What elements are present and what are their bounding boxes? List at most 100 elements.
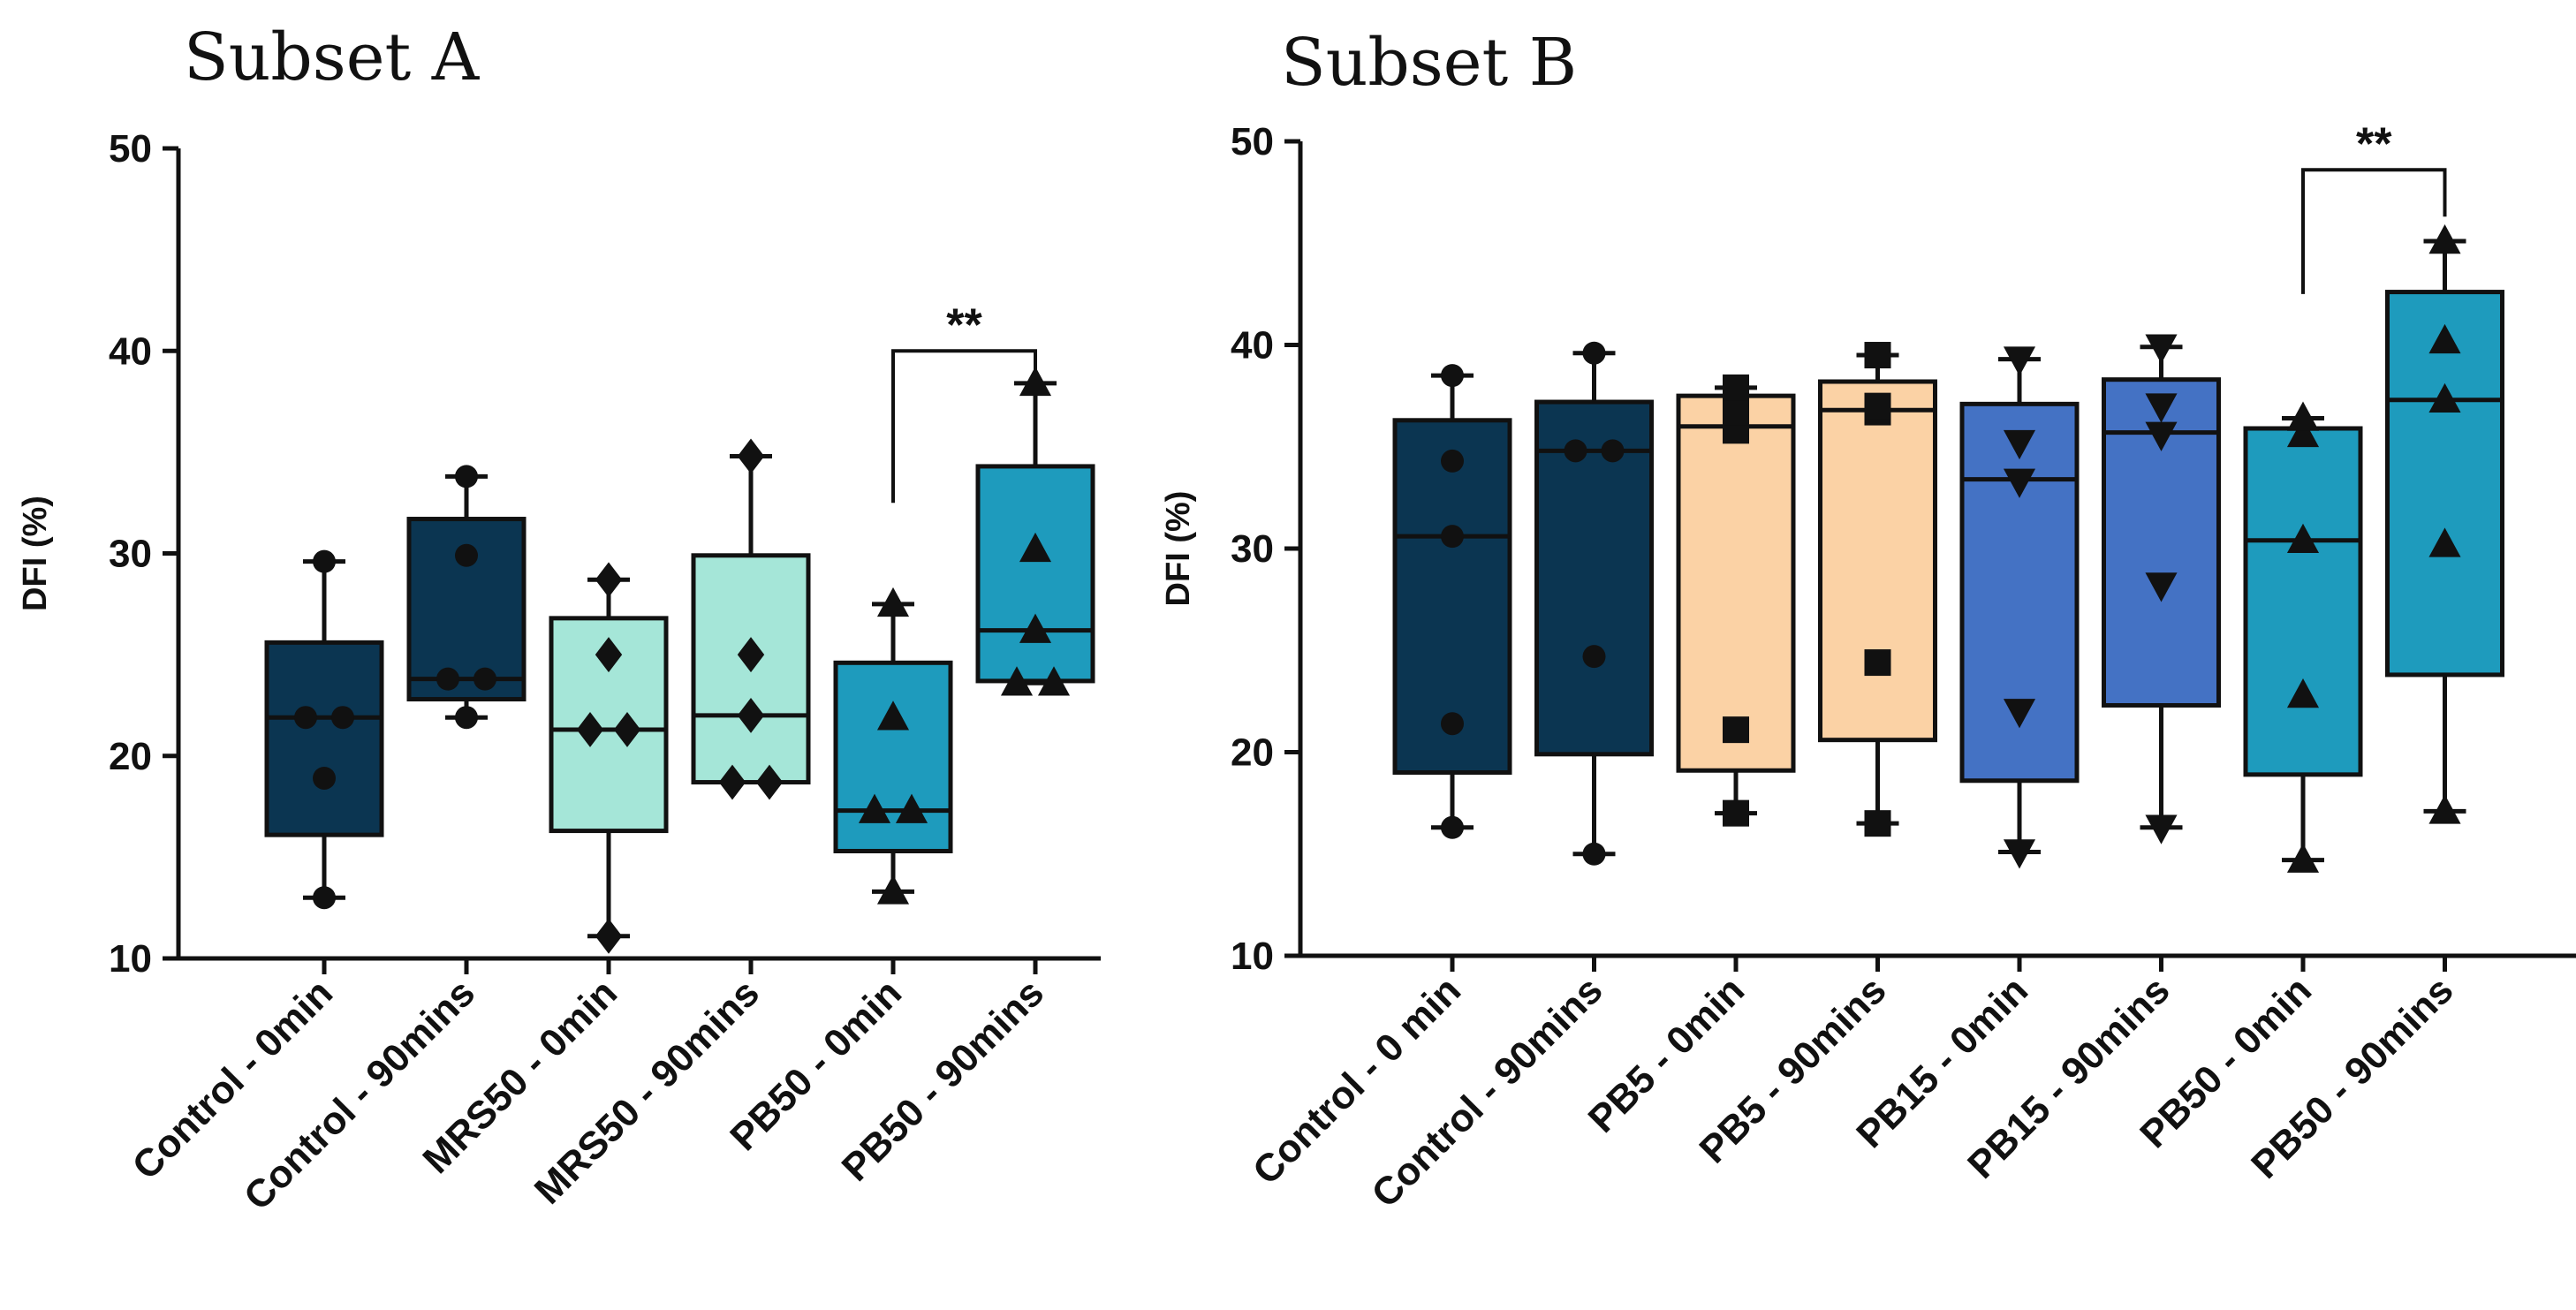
- data-point: [1019, 366, 1052, 397]
- data-point: [2003, 839, 2036, 869]
- data-point: [2428, 382, 2461, 413]
- data-point: [595, 562, 623, 598]
- data-point: [1564, 439, 1587, 463]
- data-point: [1864, 649, 1891, 677]
- y-tick-label: 40: [109, 329, 152, 373]
- data-point: [737, 697, 765, 733]
- data-point: [2145, 572, 2178, 602]
- data-point: [737, 637, 765, 673]
- data-point: [2286, 843, 2320, 873]
- data-point: [576, 711, 604, 747]
- y-axis-title: DFI (%): [17, 496, 54, 611]
- data-point: [737, 438, 765, 474]
- data-point: [313, 886, 336, 910]
- box: [833, 660, 953, 853]
- box: [1676, 393, 1796, 773]
- data-point: [455, 543, 478, 567]
- data-point: [1864, 810, 1891, 837]
- box: [975, 464, 1095, 684]
- data-point: [1582, 341, 1606, 365]
- data-point: [2145, 393, 2178, 423]
- data-point: [1019, 532, 1052, 563]
- subset-a-title: Subset A: [184, 19, 480, 95]
- data-point: [1441, 449, 1464, 473]
- data-point: [1723, 374, 1749, 401]
- data-point: [876, 875, 910, 905]
- data-point: [1864, 392, 1891, 420]
- data-point: [2145, 421, 2178, 451]
- data-point: [1723, 398, 1749, 426]
- data-point: [313, 766, 336, 790]
- data-point: [2003, 468, 2036, 498]
- data-point: [2428, 223, 2461, 254]
- data-point: [858, 793, 891, 823]
- data-point: [294, 706, 317, 730]
- data-point: [474, 667, 496, 691]
- significance-label: **: [2356, 118, 2392, 170]
- y-tick-label: 20: [109, 735, 152, 778]
- box: [2385, 290, 2504, 678]
- data-point: [613, 711, 641, 747]
- box: [1534, 399, 1654, 757]
- bracket-line: [2301, 168, 2447, 294]
- y-tick-label: 10: [1231, 935, 1274, 978]
- box: [2243, 426, 2363, 777]
- data-point: [2286, 401, 2320, 431]
- data-point: [2428, 527, 2461, 557]
- data-point: [455, 706, 478, 730]
- data-point: [331, 706, 354, 730]
- y-tick-label: 40: [1231, 324, 1274, 367]
- data-point: [1864, 342, 1891, 369]
- box-group: PB5 - 90mins: [1692, 342, 1937, 1171]
- data-point: [1000, 666, 1034, 696]
- data-point: [2286, 523, 2320, 554]
- data-point: [1582, 842, 1606, 866]
- data-point: [1441, 815, 1464, 839]
- data-point: [2003, 699, 2036, 729]
- data-point: [1019, 613, 1052, 643]
- data-point: [436, 667, 459, 691]
- data-point: [876, 587, 910, 617]
- significance-label: **: [946, 299, 982, 351]
- data-point: [1441, 364, 1464, 388]
- data-point: [2286, 678, 2320, 708]
- data-point: [2003, 429, 2036, 460]
- data-point: [1441, 712, 1464, 736]
- data-point: [895, 793, 928, 823]
- data-point: [755, 764, 784, 800]
- data-point: [1723, 716, 1749, 744]
- data-point: [595, 918, 623, 954]
- data-point: [2286, 417, 2320, 448]
- data-point: [718, 764, 746, 800]
- data-point: [2428, 323, 2461, 354]
- data-point: [455, 465, 478, 488]
- y-axis-title: DFI (%): [1160, 491, 1197, 607]
- data-point: [2145, 334, 2178, 364]
- data-point: [1441, 525, 1464, 549]
- significance-bracket: **: [891, 299, 1037, 504]
- y-tick-label: 50: [1231, 120, 1274, 163]
- data-point: [1582, 645, 1606, 669]
- y-tick-label: 30: [1231, 527, 1274, 571]
- bracket-line: [891, 349, 1037, 504]
- significance-bracket: **: [2301, 118, 2447, 294]
- data-point: [2003, 346, 2036, 376]
- data-point: [2145, 814, 2178, 844]
- y-tick-label: 20: [1231, 731, 1274, 775]
- y-tick-label: 10: [109, 937, 152, 981]
- y-tick-label: 50: [109, 127, 152, 170]
- subset-b-title: Subset B: [1281, 25, 1578, 101]
- y-tick-label: 30: [109, 533, 152, 576]
- box: [264, 640, 384, 837]
- box-group: Control - 0 min: [1245, 364, 1512, 1193]
- data-point: [595, 637, 623, 673]
- data-point: [1037, 666, 1071, 696]
- box: [1818, 379, 1937, 743]
- data-point: [2428, 794, 2461, 824]
- data-point: [313, 549, 336, 573]
